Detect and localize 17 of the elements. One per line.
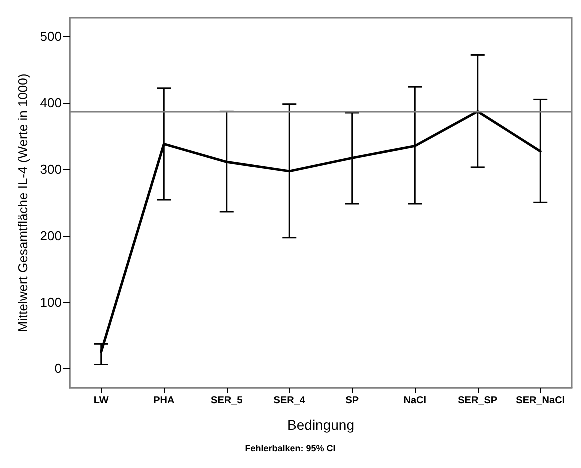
y-tick-label: 500	[40, 29, 62, 44]
x-tick-label: LW	[94, 396, 110, 406]
y-tick-label: 200	[40, 228, 62, 244]
x-tick-label: SER_NaCl	[516, 396, 566, 406]
y-tick-label: 0	[54, 361, 62, 376]
y-tick-label: 300	[40, 162, 62, 177]
x-tick-label: SER_SP	[458, 396, 498, 406]
y-tick-label: 400	[40, 96, 62, 111]
x-tick-label: SER_5	[211, 396, 244, 406]
x-tick-label: PHA	[154, 396, 175, 406]
text: Fehlerbalken: 95% CI	[245, 444, 336, 454]
y-axis-title: Mittelwert Gesamtfläche IL-4 (Werte in 1000)	[15, 74, 30, 332]
x-tick-label: SP	[346, 396, 360, 406]
x-tick-label: NaCl	[404, 396, 427, 406]
x-axis-title: Bedingung	[288, 417, 354, 433]
y-tick-label: 100	[40, 294, 62, 310]
x-tick-label: SER_4	[274, 396, 306, 406]
